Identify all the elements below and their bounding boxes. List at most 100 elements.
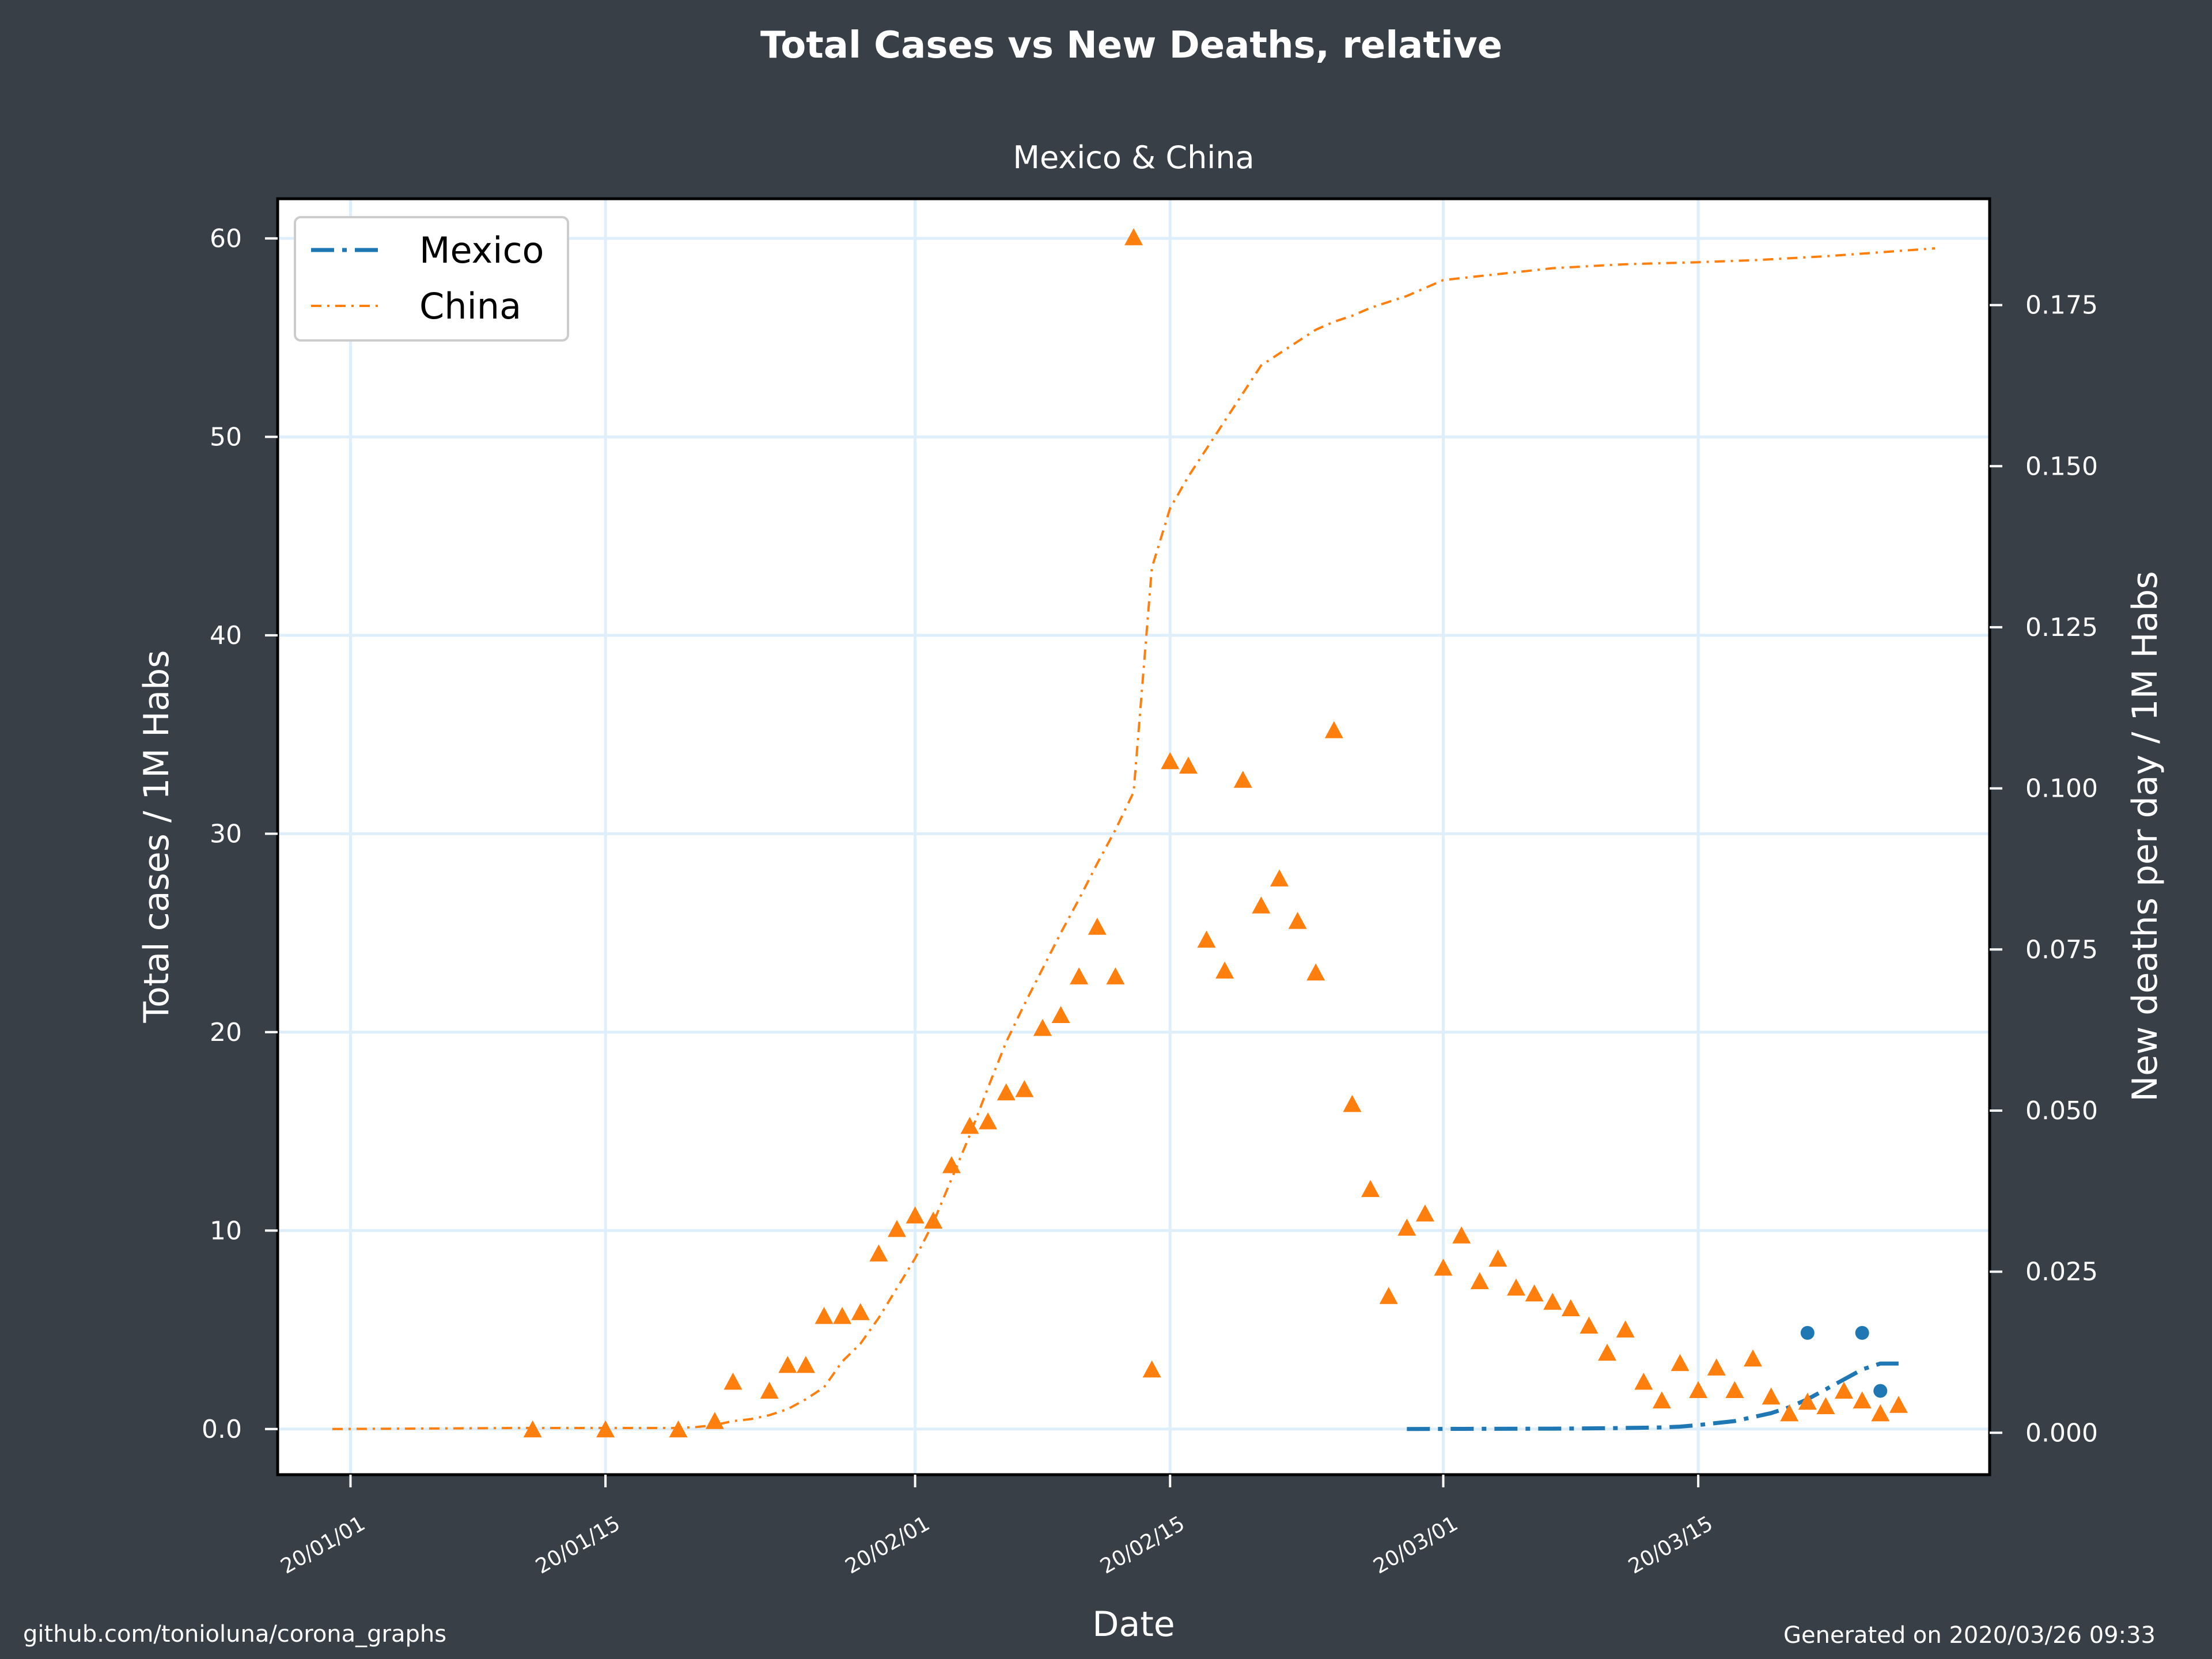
death-point-china — [760, 1381, 779, 1399]
death-point-mexico — [1873, 1384, 1888, 1398]
death-point-china — [960, 1116, 979, 1134]
death-point-china — [1215, 961, 1234, 979]
death-point-china — [1179, 756, 1198, 774]
death-point-china — [1470, 1272, 1489, 1289]
death-point-china — [1106, 967, 1125, 984]
death-point-china — [1233, 771, 1252, 788]
death-point-china — [1671, 1354, 1690, 1372]
death-point-china — [523, 1420, 542, 1438]
death-point-china — [1288, 912, 1307, 929]
chart-subtitle: Mexico & China — [1013, 139, 1254, 176]
death-point-china — [1835, 1381, 1854, 1399]
death-point-china — [1070, 967, 1089, 984]
death-point-china — [815, 1306, 834, 1324]
y2-axis-label: New deaths per day / 1M Habs — [2125, 571, 2165, 1101]
death-point-china — [1598, 1343, 1617, 1361]
death-point-china — [851, 1303, 870, 1320]
death-point-china — [1543, 1293, 1562, 1310]
death-point-china — [1088, 918, 1107, 935]
y-axis-left: 0.0 10 20 30 40 50 60 — [202, 224, 278, 1444]
y2-tick-label: 0.050 — [2025, 1096, 2098, 1126]
death-point-china — [1270, 869, 1289, 887]
death-point-mexico — [1855, 1325, 1869, 1340]
grid — [278, 199, 1990, 1475]
death-point-china — [1616, 1320, 1635, 1338]
y2-tick-label: 0.025 — [2025, 1257, 2098, 1287]
legend-entry-china-label: China — [419, 285, 521, 327]
death-point-china — [942, 1156, 961, 1173]
death-point-china — [669, 1420, 688, 1438]
death-point-china — [1197, 930, 1216, 948]
death-point-china — [1397, 1218, 1416, 1236]
death-point-china — [906, 1206, 925, 1224]
death-point-china — [887, 1219, 906, 1237]
death-point-china — [1561, 1299, 1580, 1316]
y-tick-label: 30 — [210, 819, 242, 849]
y-tick-label: 50 — [210, 422, 242, 452]
series-layer — [332, 228, 1936, 1438]
y-axis-label: Total cases / 1M Habs — [137, 650, 177, 1024]
death-point-china — [1506, 1278, 1525, 1296]
series-line-china — [332, 247, 1936, 1430]
generated-timestamp: Generated on 2020/03/26 09:33 — [1783, 1622, 2156, 1649]
death-point-china — [1743, 1349, 1762, 1367]
death-point-china — [1415, 1204, 1434, 1222]
death-point-china — [1525, 1284, 1544, 1302]
death-point-china — [796, 1355, 815, 1373]
plot-area — [278, 199, 1990, 1475]
death-point-china — [1033, 1018, 1052, 1036]
death-point-china — [1015, 1080, 1034, 1097]
death-point-china — [924, 1211, 943, 1229]
death-point-china — [1725, 1381, 1744, 1399]
death-point-china — [1871, 1404, 1890, 1422]
death-point-china — [1853, 1391, 1872, 1408]
death-point-china — [1452, 1226, 1471, 1244]
y2-tick-label: 0.075 — [2025, 935, 2098, 964]
y-tick-label: 40 — [210, 621, 242, 650]
death-point-china — [1343, 1094, 1362, 1112]
y-tick-label: 60 — [210, 224, 242, 253]
death-point-china — [705, 1412, 724, 1429]
death-point-china — [1361, 1180, 1380, 1198]
source-credit: github.com/tonioluna/corona_graphs — [23, 1621, 446, 1647]
death-point-mexico — [1800, 1325, 1815, 1340]
death-point-china — [833, 1306, 852, 1324]
y-tick-label: 0.0 — [202, 1415, 242, 1444]
y-tick-label: 10 — [210, 1216, 242, 1245]
death-point-china — [1634, 1372, 1653, 1390]
death-point-china — [1780, 1404, 1799, 1422]
death-point-china — [869, 1244, 888, 1262]
death-point-china — [778, 1355, 797, 1373]
death-point-china — [724, 1372, 743, 1390]
chart-title: Total Cases vs New Deaths, relative — [760, 24, 1502, 67]
y-tick-label: 20 — [210, 1018, 242, 1047]
death-point-china — [1434, 1258, 1453, 1276]
y2-tick-label: 0.125 — [2025, 613, 2098, 642]
death-point-china — [1707, 1358, 1726, 1376]
death-point-china — [1306, 963, 1325, 981]
death-point-china — [1689, 1381, 1708, 1399]
y2-tick-label: 0.100 — [2025, 774, 2098, 804]
death-point-china — [997, 1083, 1016, 1101]
legend: Mexico China — [294, 216, 569, 342]
series-line-mexico — [1407, 1361, 1899, 1431]
death-point-china — [1652, 1391, 1671, 1408]
legend-entry-mexico-label: Mexico — [419, 229, 544, 271]
y2-tick-label: 0.150 — [2025, 452, 2098, 481]
death-point-china — [1379, 1287, 1398, 1304]
death-point-china — [1889, 1396, 1908, 1413]
y-axis-right: 0.000 0.025 0.050 0.075 0.100 0.125 0.150 0.175 — [1990, 291, 2098, 1448]
death-point-china — [1816, 1397, 1835, 1415]
death-point-china — [1798, 1392, 1817, 1410]
death-point-china — [596, 1420, 615, 1438]
x-axis-label: Date — [1092, 1604, 1175, 1645]
death-point-china — [1051, 1006, 1070, 1023]
death-point-china — [1762, 1387, 1781, 1405]
death-point-china — [1124, 228, 1143, 245]
death-point-china — [1580, 1316, 1599, 1334]
death-point-china — [1324, 721, 1343, 738]
death-point-china — [1161, 752, 1180, 770]
death-point-china — [1488, 1249, 1508, 1267]
death-point-china — [979, 1112, 998, 1130]
